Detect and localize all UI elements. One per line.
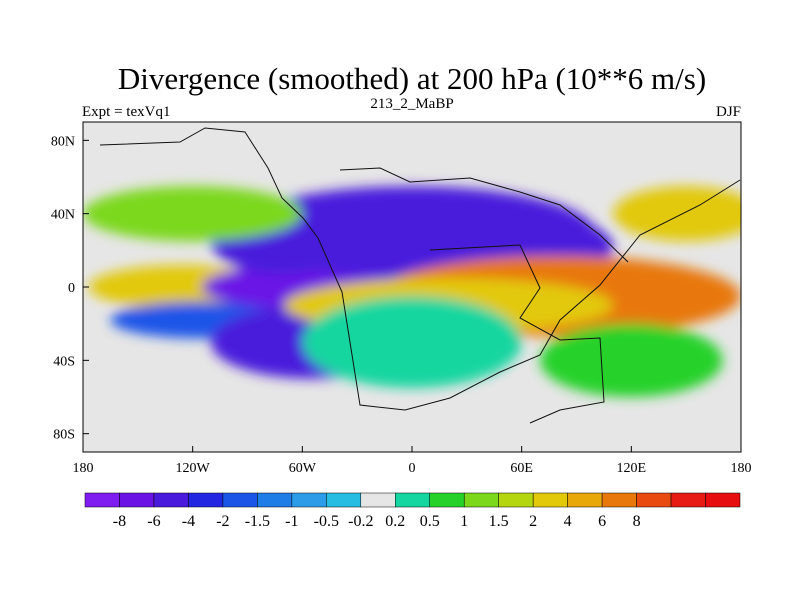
latitude-tick-label: 40N [51,208,75,223]
latitude-tick-label: 80S [53,428,75,443]
latitude-tick-label: 40S [53,354,75,369]
colorbar-label: 0.5 [420,513,440,530]
colorbar-label: -1 [285,513,298,530]
colorbar-swatch [291,492,327,508]
colorbar-swatch [257,492,293,508]
latitude-tick-label: 80N [51,134,75,149]
colorbar-swatch [360,492,396,508]
colorbar-swatch [395,492,430,508]
longitude-tick-label: 60W [289,461,317,476]
colorbar: -8 -6 -4 -2 -1.5 -1 -0.5 -0.2 0.2 0.5 1 1.5 2 4 6 8 [84,492,741,530]
colorbar-swatch [670,492,706,508]
colorbar-swatch [463,492,499,508]
field-feature [83,186,303,242]
colorbar-boxes [84,492,741,508]
colorbar-label: -2 [216,513,229,530]
colorbar-labels: -8 -6 -4 -2 -1.5 -1 -0.5 -0.2 0.2 0.5 1 1.5 2 4 6 8 [113,513,641,530]
case-label: 213_2_MaBP [370,96,453,112]
colorbar-label: -8 [113,513,126,530]
colorbar-label: 4 [564,513,572,530]
colorbar-swatch [567,492,603,508]
chart-title: Divergence (smoothed) at 200 hPa (10**6 … [118,61,706,96]
colorbar-label: 1.5 [489,513,509,530]
colorbar-label: 6 [598,513,606,530]
field-feature [302,296,522,388]
colorbar-swatch [222,492,258,508]
longitude-tick-label: 0 [409,461,416,476]
colorbar-swatch [153,492,189,508]
colorbar-label: -0.2 [348,513,373,530]
season-label: DJF [716,104,741,120]
colorbar-label: 8 [633,513,641,530]
longitude-ticks: 180 120W 60W 0 60E 120E 180 [73,446,752,476]
latitude-tick-label: 0 [68,281,75,296]
field-feature [539,323,723,398]
colorbar-label: -0.5 [314,513,339,530]
colorbar-swatch [705,492,741,508]
colorbar-swatch [532,492,568,508]
longitude-tick-label: 180 [73,461,94,476]
colorbar-label: 2 [529,513,537,530]
colorbar-label: 0.2 [385,513,405,530]
colorbar-swatch [636,492,672,508]
field-feature [613,186,741,242]
latitude-ticks: 80N 40N 0 40S 80S [51,134,89,443]
longitude-tick-label: 120W [176,461,211,476]
longitude-tick-label: 120E [617,461,647,476]
colorbar-label: -6 [147,513,160,530]
colorbar-swatch [188,492,224,508]
colorbar-swatch [601,492,637,508]
colorbar-label: -4 [182,513,195,530]
longitude-tick-label: 180 [731,461,752,476]
experiment-label: Expt = texVq1 [82,104,170,120]
continent-outline [99,127,741,424]
longitude-tick-label: 60E [510,461,533,476]
colorbar-swatch [84,492,120,508]
field-blobs [83,186,741,398]
colorbar-swatch [429,492,465,508]
colorbar-label: 1 [460,513,468,530]
colorbar-swatch [119,492,155,508]
colorbar-swatch [326,492,362,508]
colorbar-swatch [498,492,534,508]
colorbar-label: -1.5 [245,513,270,530]
map-field [83,122,741,452]
